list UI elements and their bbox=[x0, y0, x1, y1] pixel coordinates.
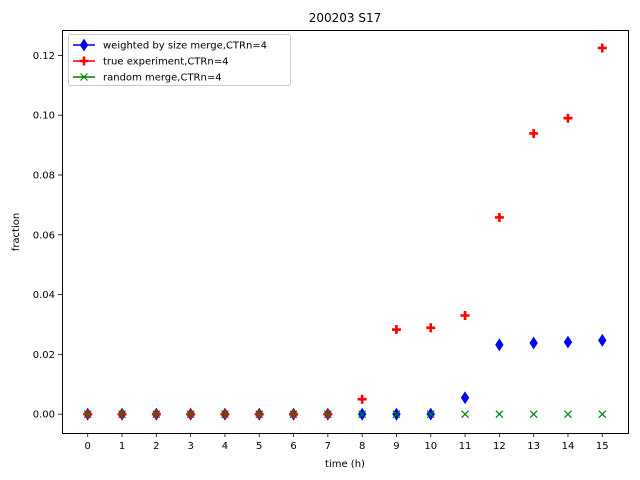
data-point-series-3 bbox=[564, 410, 572, 419]
y-tick-label: 0.04 bbox=[33, 290, 55, 301]
x-tick-label: 4 bbox=[222, 441, 228, 452]
data-point-series-2 bbox=[597, 43, 607, 53]
x-tick-label: 1 bbox=[119, 441, 125, 452]
data-point-series-2 bbox=[529, 128, 539, 138]
x-tick-label: 2 bbox=[153, 441, 159, 452]
data-point-series-3 bbox=[83, 410, 92, 419]
data-point-series-3 bbox=[461, 410, 469, 419]
legend: weighted by size merge,CTRn=4 true experi… bbox=[68, 34, 291, 86]
x-tick-label: 5 bbox=[256, 441, 262, 452]
x-axis-label: time (h) bbox=[325, 459, 365, 470]
data-point-series-3 bbox=[152, 410, 161, 419]
x-tick-label: 7 bbox=[325, 441, 331, 452]
data-point-series-2 bbox=[357, 394, 367, 404]
data-point-series-3 bbox=[255, 410, 264, 419]
y-tick-label: 0.02 bbox=[33, 350, 55, 361]
legend-marker bbox=[80, 73, 88, 81]
data-point-series-3 bbox=[392, 410, 401, 419]
data-point-series-3 bbox=[529, 410, 538, 419]
data-point-series-1 bbox=[529, 336, 538, 350]
x-tick-label: 9 bbox=[393, 441, 399, 452]
legend-label: true experiment,CTRn=4 bbox=[103, 57, 228, 68]
y-tick-label: 0.08 bbox=[33, 170, 55, 181]
data-point-series-3 bbox=[186, 410, 195, 419]
data-point-series-3 bbox=[426, 410, 435, 419]
x-tick-label: 0 bbox=[85, 441, 91, 452]
chart-title: 200203 S17 bbox=[309, 11, 382, 25]
data-point-series-2 bbox=[391, 325, 401, 335]
x-tick-label: 14 bbox=[562, 441, 575, 452]
y-axis-label: fraction bbox=[11, 213, 22, 251]
legend-label: weighted by size merge,CTRn=4 bbox=[103, 41, 267, 52]
data-point-series-1 bbox=[460, 391, 470, 405]
x-tick-label: 11 bbox=[459, 441, 472, 452]
data-point-series-3 bbox=[323, 410, 332, 419]
y-tick-label: 0.10 bbox=[33, 111, 55, 122]
x-tick-label: 3 bbox=[187, 441, 193, 452]
data-point-series-2 bbox=[494, 212, 504, 222]
data-point-series-3 bbox=[289, 410, 298, 419]
y-tick-label: 0.00 bbox=[33, 410, 55, 421]
data-point-series-2 bbox=[460, 311, 470, 321]
x-tick-label: 6 bbox=[290, 441, 296, 452]
legend-box bbox=[68, 34, 291, 86]
legend-marker bbox=[79, 56, 89, 66]
x-tick-label: 15 bbox=[596, 441, 609, 452]
x-tick-label: 12 bbox=[493, 441, 506, 452]
data-point-series-1 bbox=[563, 335, 573, 349]
data-point-series-3 bbox=[118, 410, 126, 419]
plot-frame bbox=[62, 30, 629, 434]
y-tick-label: 0.12 bbox=[33, 51, 55, 62]
data-point-series-3 bbox=[221, 410, 229, 419]
x-tick-label: 10 bbox=[424, 441, 437, 452]
data-point-series-2 bbox=[426, 323, 436, 333]
data-point-series-3 bbox=[495, 410, 504, 419]
x-tick-label: 8 bbox=[359, 441, 365, 452]
legend-label: random merge,CTRn=4 bbox=[103, 73, 222, 84]
data-point-series-3 bbox=[358, 410, 367, 419]
data-point-series-2 bbox=[563, 113, 573, 123]
data-point-series-1 bbox=[495, 338, 504, 352]
legend-marker bbox=[79, 38, 89, 52]
data-point-series-1 bbox=[598, 333, 607, 347]
y-tick-label: 0.06 bbox=[33, 230, 55, 241]
data-point-series-3 bbox=[598, 410, 607, 419]
x-tick-label: 13 bbox=[527, 441, 540, 452]
plot-layer: 0 1 2 3 4 5 6 7 8 9 10 11 12 13 14 150.000.020.040.060.… bbox=[33, 43, 609, 452]
